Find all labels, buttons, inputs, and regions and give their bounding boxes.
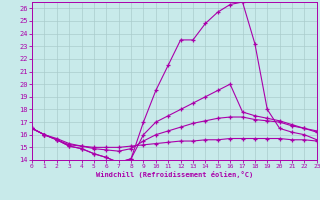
X-axis label: Windchill (Refroidissement éolien,°C): Windchill (Refroidissement éolien,°C) xyxy=(96,171,253,178)
